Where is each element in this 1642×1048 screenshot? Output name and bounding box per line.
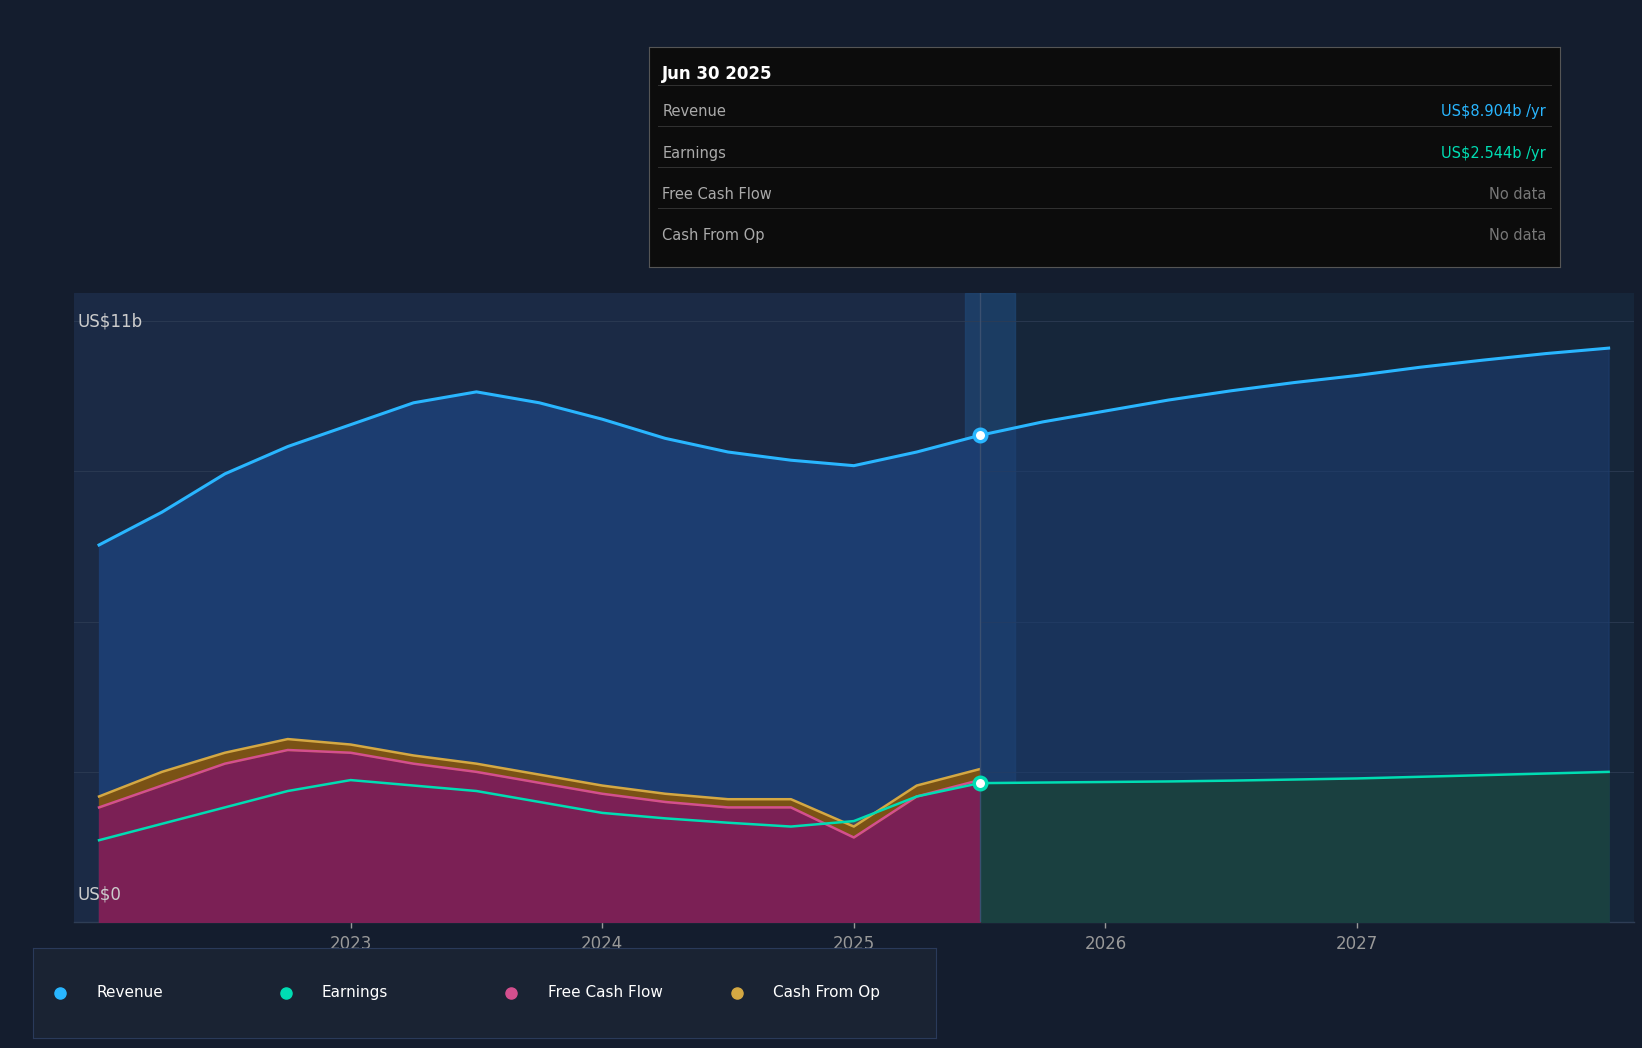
Text: Revenue: Revenue: [95, 985, 163, 1001]
Text: Cash From Op: Cash From Op: [773, 985, 880, 1001]
Text: Earnings: Earnings: [662, 146, 726, 160]
Text: US$11b: US$11b: [77, 312, 143, 330]
Text: Free Cash Flow: Free Cash Flow: [548, 985, 662, 1001]
Text: No data: No data: [1489, 228, 1547, 243]
Text: Past: Past: [938, 250, 972, 268]
Bar: [74, 293, 980, 922]
Bar: [980, 293, 1634, 922]
Text: Free Cash Flow: Free Cash Flow: [662, 187, 772, 202]
Text: Revenue: Revenue: [662, 105, 726, 119]
Text: US$2.544b /yr: US$2.544b /yr: [1442, 146, 1547, 160]
Text: Earnings: Earnings: [322, 985, 388, 1001]
Text: Analysts Forecasts: Analysts Forecasts: [1003, 250, 1158, 268]
Text: No data: No data: [1489, 187, 1547, 202]
Bar: [964, 293, 1015, 922]
Text: Cash From Op: Cash From Op: [662, 228, 765, 243]
Text: US$0: US$0: [77, 886, 122, 903]
Text: US$8.904b /yr: US$8.904b /yr: [1442, 105, 1547, 119]
Text: Jun 30 2025: Jun 30 2025: [662, 65, 773, 83]
